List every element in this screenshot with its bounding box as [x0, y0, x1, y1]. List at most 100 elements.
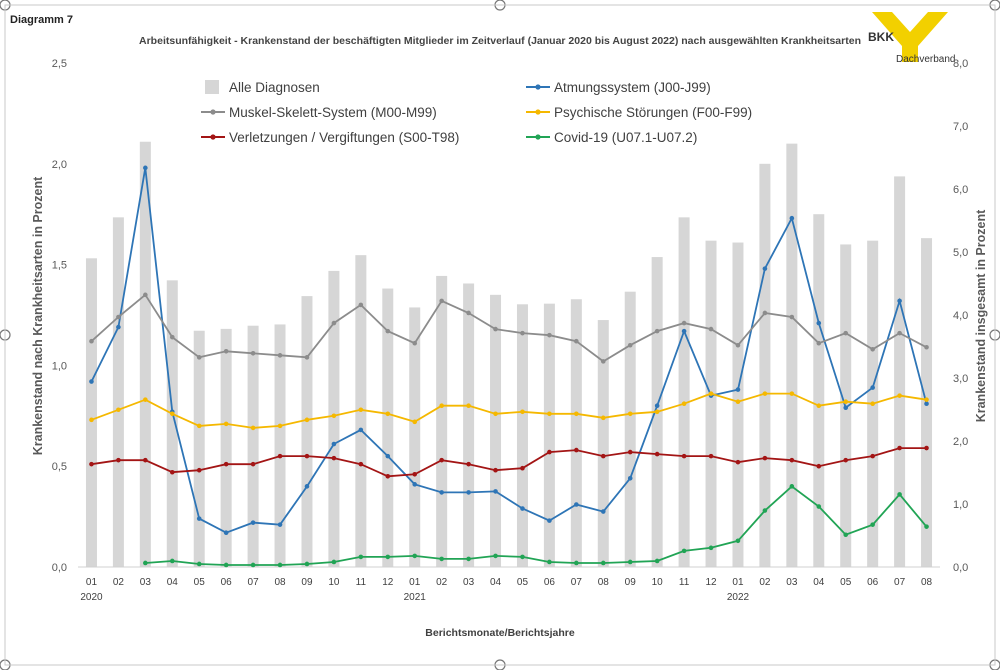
- series-point-verletzungen-vergiftungen-s00-t98: [385, 473, 391, 479]
- series-point-verletzungen-vergiftungen-s00-t98: [735, 459, 741, 465]
- series-point-psychische-st-rungen-f00-f99: [385, 411, 391, 417]
- y-tick-right: 5,0: [953, 247, 968, 259]
- bar-alle-diagnosen: [139, 141, 151, 567]
- legend-label: Atmungssystem (J00-J99): [554, 80, 711, 95]
- series-line-atmungssystem-j00-j99: [90, 167, 928, 534]
- series-point-covid-19-u07-1-u07-2: [816, 504, 822, 509]
- series-point-psychische-st-rungen-f00-f99: [762, 391, 768, 396]
- series-line-covid-19-u07-1-u07-2: [145, 485, 928, 566]
- x-tick-label: 06: [867, 577, 879, 588]
- y-tick-left: 1,0: [52, 360, 67, 372]
- series-point-verletzungen-vergiftungen-s00-t98: [681, 453, 687, 459]
- series-point-covid-19-u07-1-u07-2: [143, 560, 148, 566]
- bar-alle-diagnosen: [274, 324, 286, 567]
- series-point-muskel-skelett-system-m00-m99: [924, 344, 929, 350]
- series-point-psychische-st-rungen-f00-f99: [897, 393, 902, 398]
- x-tick-label: 07: [894, 577, 906, 588]
- x-tick-label: 09: [625, 577, 637, 588]
- x-tick-label: 12: [382, 577, 394, 588]
- series-point-verletzungen-vergiftungen-s00-t98: [169, 469, 175, 475]
- series-point-psychische-st-rungen-f00-f99: [600, 415, 606, 421]
- diagram-label: Diagramm 7: [10, 14, 73, 26]
- legend-swatch-bar: [205, 80, 219, 94]
- series-point-atmungssystem-j00-j99: [116, 324, 121, 330]
- bar-alle-diagnosen: [516, 304, 528, 567]
- y-tick-right: 8,0: [953, 58, 968, 70]
- series-point-atmungssystem-j00-j99: [789, 215, 795, 221]
- series-point-verletzungen-vergiftungen-s00-t98: [547, 449, 552, 455]
- series-point-verletzungen-vergiftungen-s00-t98: [789, 457, 795, 463]
- series-point-atmungssystem-j00-j99: [897, 298, 902, 304]
- bar-alle-diagnosen: [463, 283, 475, 567]
- bar-alle-diagnosen: [301, 296, 313, 567]
- series-point-muskel-skelett-system-m00-m99: [116, 314, 121, 320]
- series-point-psychische-st-rungen-f00-f99: [654, 409, 660, 415]
- series-point-verletzungen-vergiftungen-s00-t98: [654, 451, 660, 457]
- series-point-muskel-skelett-system-m00-m99: [520, 330, 525, 336]
- series-point-psychische-st-rungen-f00-f99: [708, 391, 714, 396]
- series-point-muskel-skelett-system-m00-m99: [816, 340, 822, 346]
- series-point-psychische-st-rungen-f00-f99: [870, 401, 875, 407]
- bar-alle-diagnosen: [786, 143, 798, 567]
- bar-alle-diagnosen: [85, 258, 97, 567]
- x-tick-label: 06: [221, 577, 233, 588]
- legend-swatch-marker: [210, 134, 216, 140]
- y-tick-left: 0,0: [52, 562, 67, 574]
- series-point-atmungssystem-j00-j99: [277, 522, 283, 527]
- series-point-verletzungen-vergiftungen-s00-t98: [89, 461, 94, 467]
- series-line-verletzungen-vergiftungen-s00-t98: [91, 447, 927, 478]
- series-point-psychische-st-rungen-f00-f99: [816, 403, 822, 409]
- x-tick-label: 01: [409, 577, 421, 588]
- x-tick-label: 06: [544, 577, 556, 588]
- series-point-covid-19-u07-1-u07-2: [681, 548, 687, 554]
- y-tick-left: 1,5: [52, 260, 67, 272]
- series-point-atmungssystem-j00-j99: [843, 405, 849, 411]
- series-point-muskel-skelett-system-m00-m99: [681, 320, 687, 326]
- legend-label: Muskel-Skelett-System (M00-M99): [229, 105, 437, 120]
- bkk-logo: [872, 12, 948, 62]
- series-point-covid-19-u07-1-u07-2: [735, 538, 741, 544]
- series-point-muskel-skelett-system-m00-m99: [412, 340, 418, 346]
- series-point-psychische-st-rungen-f00-f99: [89, 417, 94, 423]
- bar-alle-diagnosen: [490, 294, 502, 567]
- series-point-covid-19-u07-1-u07-2: [897, 492, 902, 497]
- series-point-psychische-st-rungen-f00-f99: [574, 411, 579, 417]
- chart-title: Arbeitsunfähigkeit - Krankenstand der be…: [139, 35, 861, 47]
- series-point-covid-19-u07-1-u07-2: [466, 556, 471, 562]
- series-point-psychische-st-rungen-f00-f99: [520, 409, 525, 415]
- series-point-muskel-skelett-system-m00-m99: [196, 355, 202, 360]
- series-point-atmungssystem-j00-j99: [520, 506, 525, 511]
- series-point-muskel-skelett-system-m00-m99: [493, 326, 498, 332]
- series-point-verletzungen-vergiftungen-s00-t98: [520, 465, 525, 471]
- series-point-covid-19-u07-1-u07-2: [331, 559, 337, 565]
- series-point-psychische-st-rungen-f00-f99: [358, 407, 364, 413]
- x-year-label: 2020: [80, 592, 103, 603]
- series-point-verletzungen-vergiftungen-s00-t98: [358, 461, 364, 467]
- series-point-verletzungen-vergiftungen-s00-t98: [143, 457, 148, 463]
- series-point-atmungssystem-j00-j99: [681, 328, 687, 334]
- series-point-psychische-st-rungen-f00-f99: [493, 411, 498, 417]
- legend-label: Verletzungen / Vergiftungen (S00-T98): [229, 130, 459, 145]
- bar-alle-diagnosen: [112, 217, 124, 567]
- series-point-covid-19-u07-1-u07-2: [277, 562, 283, 568]
- series-point-verletzungen-vergiftungen-s00-t98: [924, 445, 929, 451]
- series-point-muskel-skelett-system-m00-m99: [439, 298, 444, 304]
- series-point-muskel-skelett-system-m00-m99: [277, 353, 283, 358]
- x-tick-label: 03: [463, 577, 475, 588]
- series-point-verletzungen-vergiftungen-s00-t98: [250, 461, 256, 467]
- series-point-psychische-st-rungen-f00-f99: [843, 399, 849, 404]
- x-tick-label: 02: [759, 577, 771, 588]
- series-point-atmungssystem-j00-j99: [331, 441, 337, 447]
- x-year-label: 2021: [404, 592, 427, 603]
- legend-swatch-marker: [210, 109, 216, 115]
- series-point-covid-19-u07-1-u07-2: [493, 553, 498, 559]
- series-point-psychische-st-rungen-f00-f99: [304, 417, 310, 423]
- series-point-covid-19-u07-1-u07-2: [196, 561, 202, 567]
- series-point-muskel-skelett-system-m00-m99: [600, 359, 606, 364]
- y-tick-right: 4,0: [953, 310, 968, 322]
- series-point-covid-19-u07-1-u07-2: [385, 554, 391, 560]
- legend-swatch-marker: [535, 84, 541, 90]
- legend-swatch-marker: [535, 109, 541, 115]
- series-point-muskel-skelett-system-m00-m99: [385, 328, 391, 334]
